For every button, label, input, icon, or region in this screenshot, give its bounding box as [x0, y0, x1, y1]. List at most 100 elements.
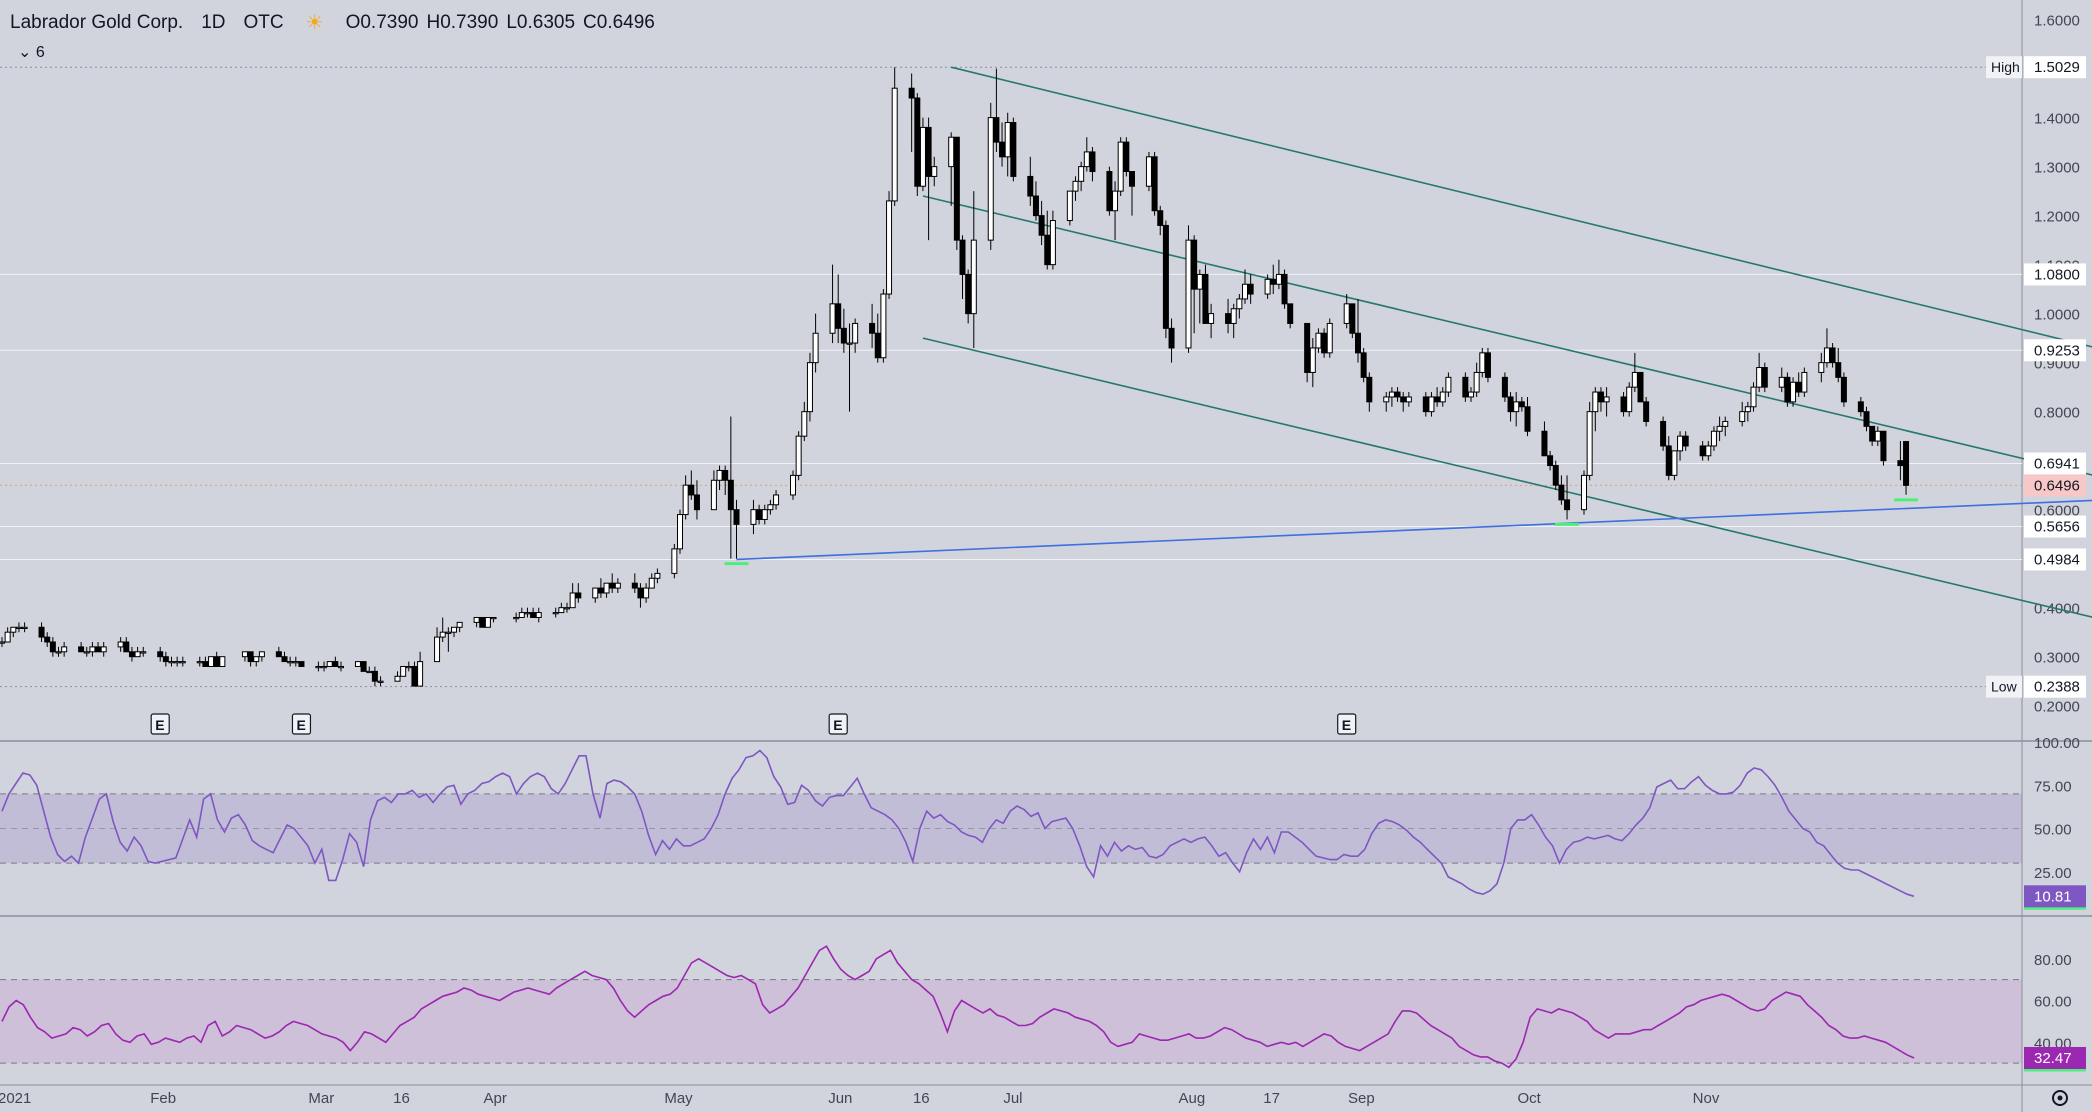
- candle-body: [10, 626, 17, 633]
- candle-body: [1349, 303, 1356, 334]
- candle-body: [1507, 396, 1514, 413]
- candle-body: [1151, 156, 1158, 212]
- chevron-down-icon: ⌄: [18, 44, 32, 61]
- candle-body: [405, 665, 412, 669]
- candle-body: [569, 592, 576, 609]
- candle-body: [1744, 406, 1751, 413]
- candle-body: [140, 651, 147, 654]
- candle-body: [1066, 190, 1073, 222]
- candle-body: [1106, 171, 1113, 212]
- earnings-marker: [1337, 713, 1357, 735]
- candle-body: [484, 616, 491, 628]
- candle-body: [1157, 210, 1164, 226]
- candle-body: [1829, 347, 1836, 364]
- candle-body: [1835, 362, 1842, 378]
- symbol-name[interactable]: Labrador Gold Corp.: [10, 11, 184, 33]
- price-level-label: Low 0.2388: [1986, 675, 2086, 698]
- candle-body: [852, 322, 859, 344]
- candle-body: [1541, 430, 1548, 457]
- candle-body: [1874, 430, 1881, 442]
- candle-body: [518, 612, 525, 618]
- candle-body: [162, 656, 169, 663]
- candle-body: [609, 582, 616, 589]
- timeframe-label[interactable]: 1D: [201, 11, 226, 33]
- time-tick-label: Sep: [1348, 1090, 1375, 1107]
- candle-body: [1484, 352, 1491, 378]
- candle-body: [999, 141, 1006, 158]
- rsi-tick-label: 100.00: [2034, 735, 2080, 752]
- candle-body: [1818, 362, 1825, 373]
- candle-body: [1671, 450, 1678, 476]
- channel-upper-line: [951, 66, 2092, 348]
- candle-body: [671, 548, 678, 574]
- candle-body: [1677, 435, 1684, 452]
- candle-body: [1603, 396, 1610, 403]
- earnings-marker-label: E: [833, 717, 842, 733]
- candle-body: [1129, 171, 1135, 187]
- candle-body: [795, 435, 802, 476]
- stoch-rsi-value-box: [2024, 1046, 2086, 1069]
- candle-body: [1038, 215, 1045, 236]
- candle-body: [1208, 313, 1215, 324]
- candle-body: [219, 656, 226, 667]
- candle-body: [213, 656, 220, 667]
- price-label-value: 0.2388: [2034, 679, 2080, 696]
- candle-body: [1643, 401, 1650, 422]
- candle-body: [914, 97, 921, 187]
- candle-body: [1394, 391, 1401, 398]
- candle-body: [1168, 327, 1175, 349]
- candle-body: [1473, 371, 1480, 393]
- candle-body: [1343, 303, 1350, 324]
- candle-body: [953, 136, 960, 241]
- time-tick-label: 17: [1263, 1090, 1280, 1107]
- candle-body: [1513, 401, 1520, 413]
- stoch-rsi-tick-label: 80.00: [2034, 952, 2072, 969]
- candle-body: [1321, 332, 1328, 354]
- candle-body: [208, 656, 215, 667]
- price-label-value: 0.6496: [2034, 477, 2080, 494]
- candle-body: [281, 656, 288, 663]
- candle-body: [710, 479, 717, 511]
- candle-body: [321, 665, 328, 669]
- candle-body: [552, 612, 559, 615]
- candle-body: [603, 582, 610, 594]
- candle-body: [1823, 347, 1830, 364]
- ohlc-open: O0.7390: [345, 11, 419, 33]
- candle-body: [631, 582, 638, 589]
- candle-body: [987, 117, 994, 241]
- earnings-marker-label: E: [155, 717, 164, 733]
- candle-body: [117, 641, 124, 648]
- candle-body: [315, 665, 322, 669]
- candle-body: [1145, 156, 1152, 187]
- candle-body: [241, 651, 248, 658]
- candle-body: [174, 661, 181, 664]
- candle-body: [1722, 420, 1729, 427]
- ohlc-close: C0.6496: [583, 11, 655, 33]
- candle-body: [1230, 308, 1237, 324]
- candle-body: [1078, 166, 1085, 182]
- candle-body: [1739, 411, 1746, 422]
- candle-body: [417, 661, 424, 687]
- price-tick-label: 1.4000: [2034, 111, 2080, 128]
- candle-body: [1264, 278, 1271, 295]
- candle-body: [1445, 376, 1452, 393]
- candle-body: [880, 293, 887, 359]
- candle-body: [354, 661, 361, 667]
- price-label-box: [2024, 548, 2086, 571]
- candle-body: [1869, 425, 1876, 442]
- candle-body: [1547, 455, 1554, 467]
- candle-body: [948, 136, 955, 168]
- indicators-toggle[interactable]: ⌄ 6: [18, 42, 45, 62]
- candle-body: [767, 504, 774, 511]
- candle-body: [100, 646, 107, 653]
- time-tick-label: Feb: [150, 1090, 176, 1107]
- candle-body: [716, 469, 723, 481]
- candle-body: [15, 626, 22, 629]
- candle-body: [394, 675, 401, 682]
- candle-body: [564, 607, 570, 610]
- rsi-tick-label: 50.00: [2034, 822, 2072, 839]
- candle-body: [338, 665, 344, 669]
- candle-body: [371, 670, 378, 682]
